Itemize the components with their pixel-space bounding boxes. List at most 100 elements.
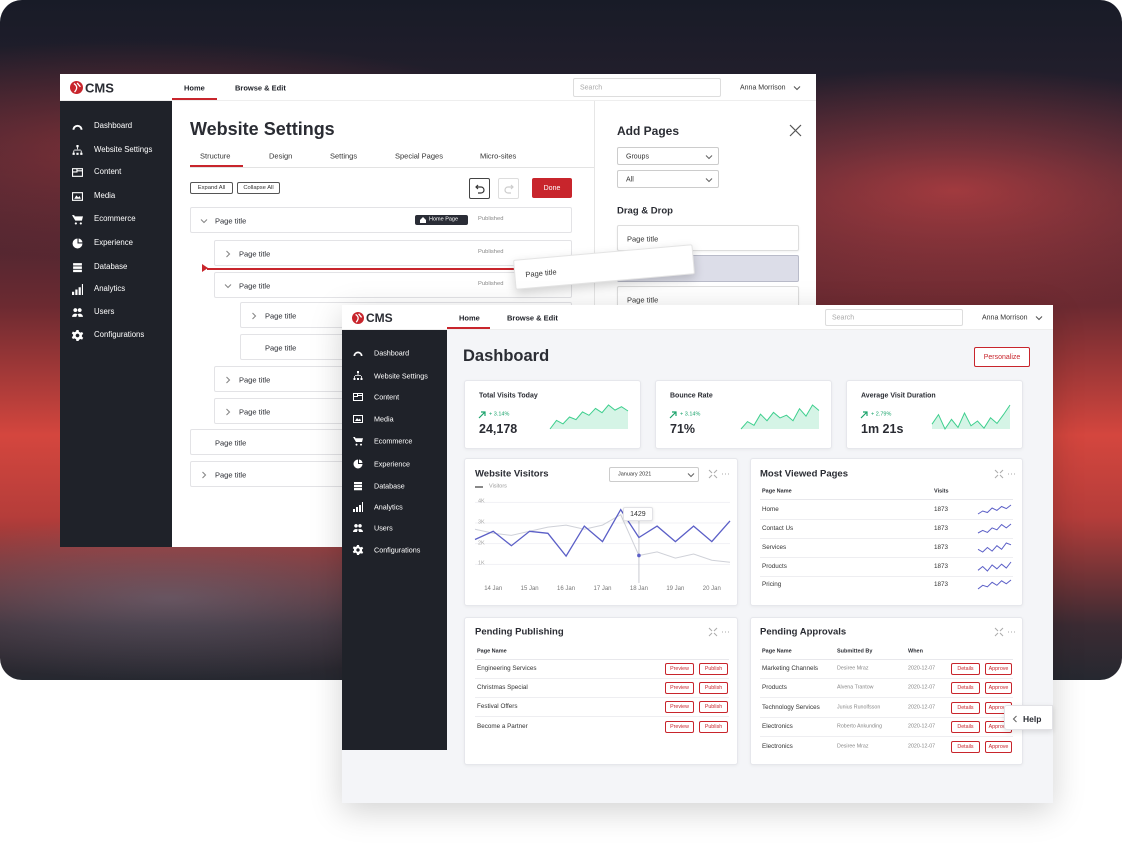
user-name[interactable]: Anna Morrison [740, 84, 786, 91]
chevron[interactable] [793, 84, 801, 92]
page-name[interactable]: Electronics [762, 742, 793, 750]
filter-select[interactable]: All [617, 170, 719, 188]
more-button[interactable] [1007, 628, 1015, 636]
personalize-button[interactable]: Personalize [974, 347, 1030, 367]
tab[interactable]: Special Pages [395, 151, 443, 161]
chevron[interactable] [1035, 314, 1043, 322]
page-name[interactable]: Festival Offers [477, 702, 518, 710]
row-action-button[interactable]: Preview [665, 682, 694, 694]
chevron[interactable] [224, 282, 232, 290]
row-action-button[interactable]: Approve [985, 741, 1012, 753]
sidebar-item[interactable]: Configurations [374, 545, 421, 555]
sidebar-item[interactable]: Media [374, 414, 394, 424]
page-name[interactable]: Home [762, 505, 779, 513]
done-button[interactable]: Done [532, 178, 572, 198]
sidebar-item[interactable]: Analytics [374, 502, 403, 512]
logo-text: CMS [85, 80, 114, 95]
sidebar-item[interactable]: Users [94, 307, 115, 317]
tab[interactable]: Settings [330, 151, 358, 161]
search-box[interactable]: Search [825, 309, 963, 326]
page-name[interactable]: Technology Services [762, 703, 820, 711]
row-action-button[interactable]: Details [951, 663, 980, 675]
row-action-button[interactable]: Publish [699, 721, 728, 733]
page-name[interactable]: Marketing Channels [762, 664, 819, 672]
more-button[interactable] [721, 470, 729, 478]
more-button[interactable] [721, 628, 729, 636]
chevron[interactable] [224, 376, 232, 384]
sidebar-item[interactable]: Experience [94, 238, 134, 248]
sidebar-item[interactable]: Ecommerce [94, 214, 136, 224]
tab[interactable]: Design [269, 151, 293, 161]
chevron[interactable] [224, 250, 232, 258]
sidebar-item[interactable]: Website Settings [94, 145, 153, 155]
sidebar-item[interactable]: Analytics [94, 284, 126, 294]
sidebar-item[interactable]: Configurations [94, 330, 145, 340]
nav-link[interactable]: Browse & Edit [235, 82, 286, 92]
sidebar-item[interactable]: Users [374, 523, 393, 533]
row-action-button[interactable]: Approve [985, 682, 1012, 694]
draggable-page[interactable]: Page title [617, 225, 799, 251]
close-button[interactable] [789, 124, 802, 137]
tooltip: 1429 [622, 507, 653, 521]
help-button[interactable]: Help [1004, 705, 1053, 730]
sidebar-item[interactable]: Dashboard [374, 348, 410, 358]
page-name[interactable]: Become a Partner [477, 722, 528, 730]
icon-shape [353, 393, 363, 401]
row-action-button[interactable]: Publish [699, 701, 728, 713]
sidebar-item[interactable]: Website Settings [374, 371, 428, 381]
page-name[interactable]: Engineering Services [477, 664, 537, 672]
row-action-button[interactable]: Approve [985, 663, 1012, 675]
redo-button[interactable] [498, 178, 519, 199]
page-name[interactable]: Products [762, 562, 787, 570]
row-action-button[interactable]: Publish [699, 663, 728, 675]
page-name[interactable]: Electronics [762, 722, 793, 730]
row-action-button[interactable]: Preview [665, 663, 694, 675]
search-box[interactable]: Search [573, 78, 721, 97]
expand-all-button[interactable]: Expand All [190, 182, 233, 194]
page-name[interactable]: Christmas Special [477, 683, 528, 691]
row-action-button[interactable]: Preview [665, 721, 694, 733]
expand-button[interactable] [994, 627, 1004, 637]
tree-row[interactable]: Page title [190, 207, 572, 233]
tab[interactable]: Structure [200, 151, 231, 161]
page-name[interactable]: Pricing [762, 580, 782, 588]
row-action-button[interactable]: Preview [665, 701, 694, 713]
undo-button[interactable] [469, 178, 490, 199]
series-line [474, 508, 731, 558]
row-action-button[interactable]: Publish [699, 682, 728, 694]
expand-button[interactable] [708, 469, 718, 479]
page-name[interactable]: Products [762, 683, 787, 691]
sidebar-item[interactable]: Media [94, 191, 116, 201]
sidebar-item[interactable]: Content [94, 167, 122, 177]
chevron[interactable] [250, 312, 258, 320]
row-action-button[interactable]: Details [951, 721, 980, 733]
row-action-button[interactable]: Details [951, 682, 980, 694]
chevron[interactable] [200, 471, 208, 479]
sidebar-item[interactable]: Experience [374, 459, 410, 469]
sidebar-item[interactable]: Database [374, 481, 405, 491]
page-name[interactable]: Services [762, 543, 787, 551]
logo-lines [355, 312, 363, 323]
nav-link[interactable]: Home [459, 312, 480, 322]
filter-select[interactable]: Groups [617, 147, 719, 165]
nav-link[interactable]: Home [184, 82, 205, 92]
row-action-button[interactable]: Details [951, 702, 980, 714]
period-select[interactable]: January 2021 [609, 467, 699, 482]
more-button[interactable] [1007, 470, 1015, 478]
chevron[interactable] [200, 217, 208, 225]
tree-row[interactable]: Page title [214, 272, 572, 298]
sidebar-item[interactable]: Database [94, 262, 128, 272]
tree-row[interactable]: Page title [214, 240, 572, 266]
collapse-all-button[interactable]: Collapse All [237, 182, 280, 194]
chevron[interactable] [224, 408, 232, 416]
row-action-button[interactable]: Details [951, 741, 980, 753]
sidebar-item[interactable]: Ecommerce [374, 436, 413, 446]
tab[interactable]: Micro-sites [480, 151, 517, 161]
user-name[interactable]: Anna Morrison [982, 314, 1028, 321]
expand-button[interactable] [708, 627, 718, 637]
sidebar-item[interactable]: Dashboard [94, 121, 133, 131]
sidebar-item[interactable]: Content [374, 392, 400, 402]
expand-button[interactable] [994, 469, 1004, 479]
nav-link[interactable]: Browse & Edit [507, 312, 558, 322]
page-name[interactable]: Contact Us [762, 524, 794, 532]
